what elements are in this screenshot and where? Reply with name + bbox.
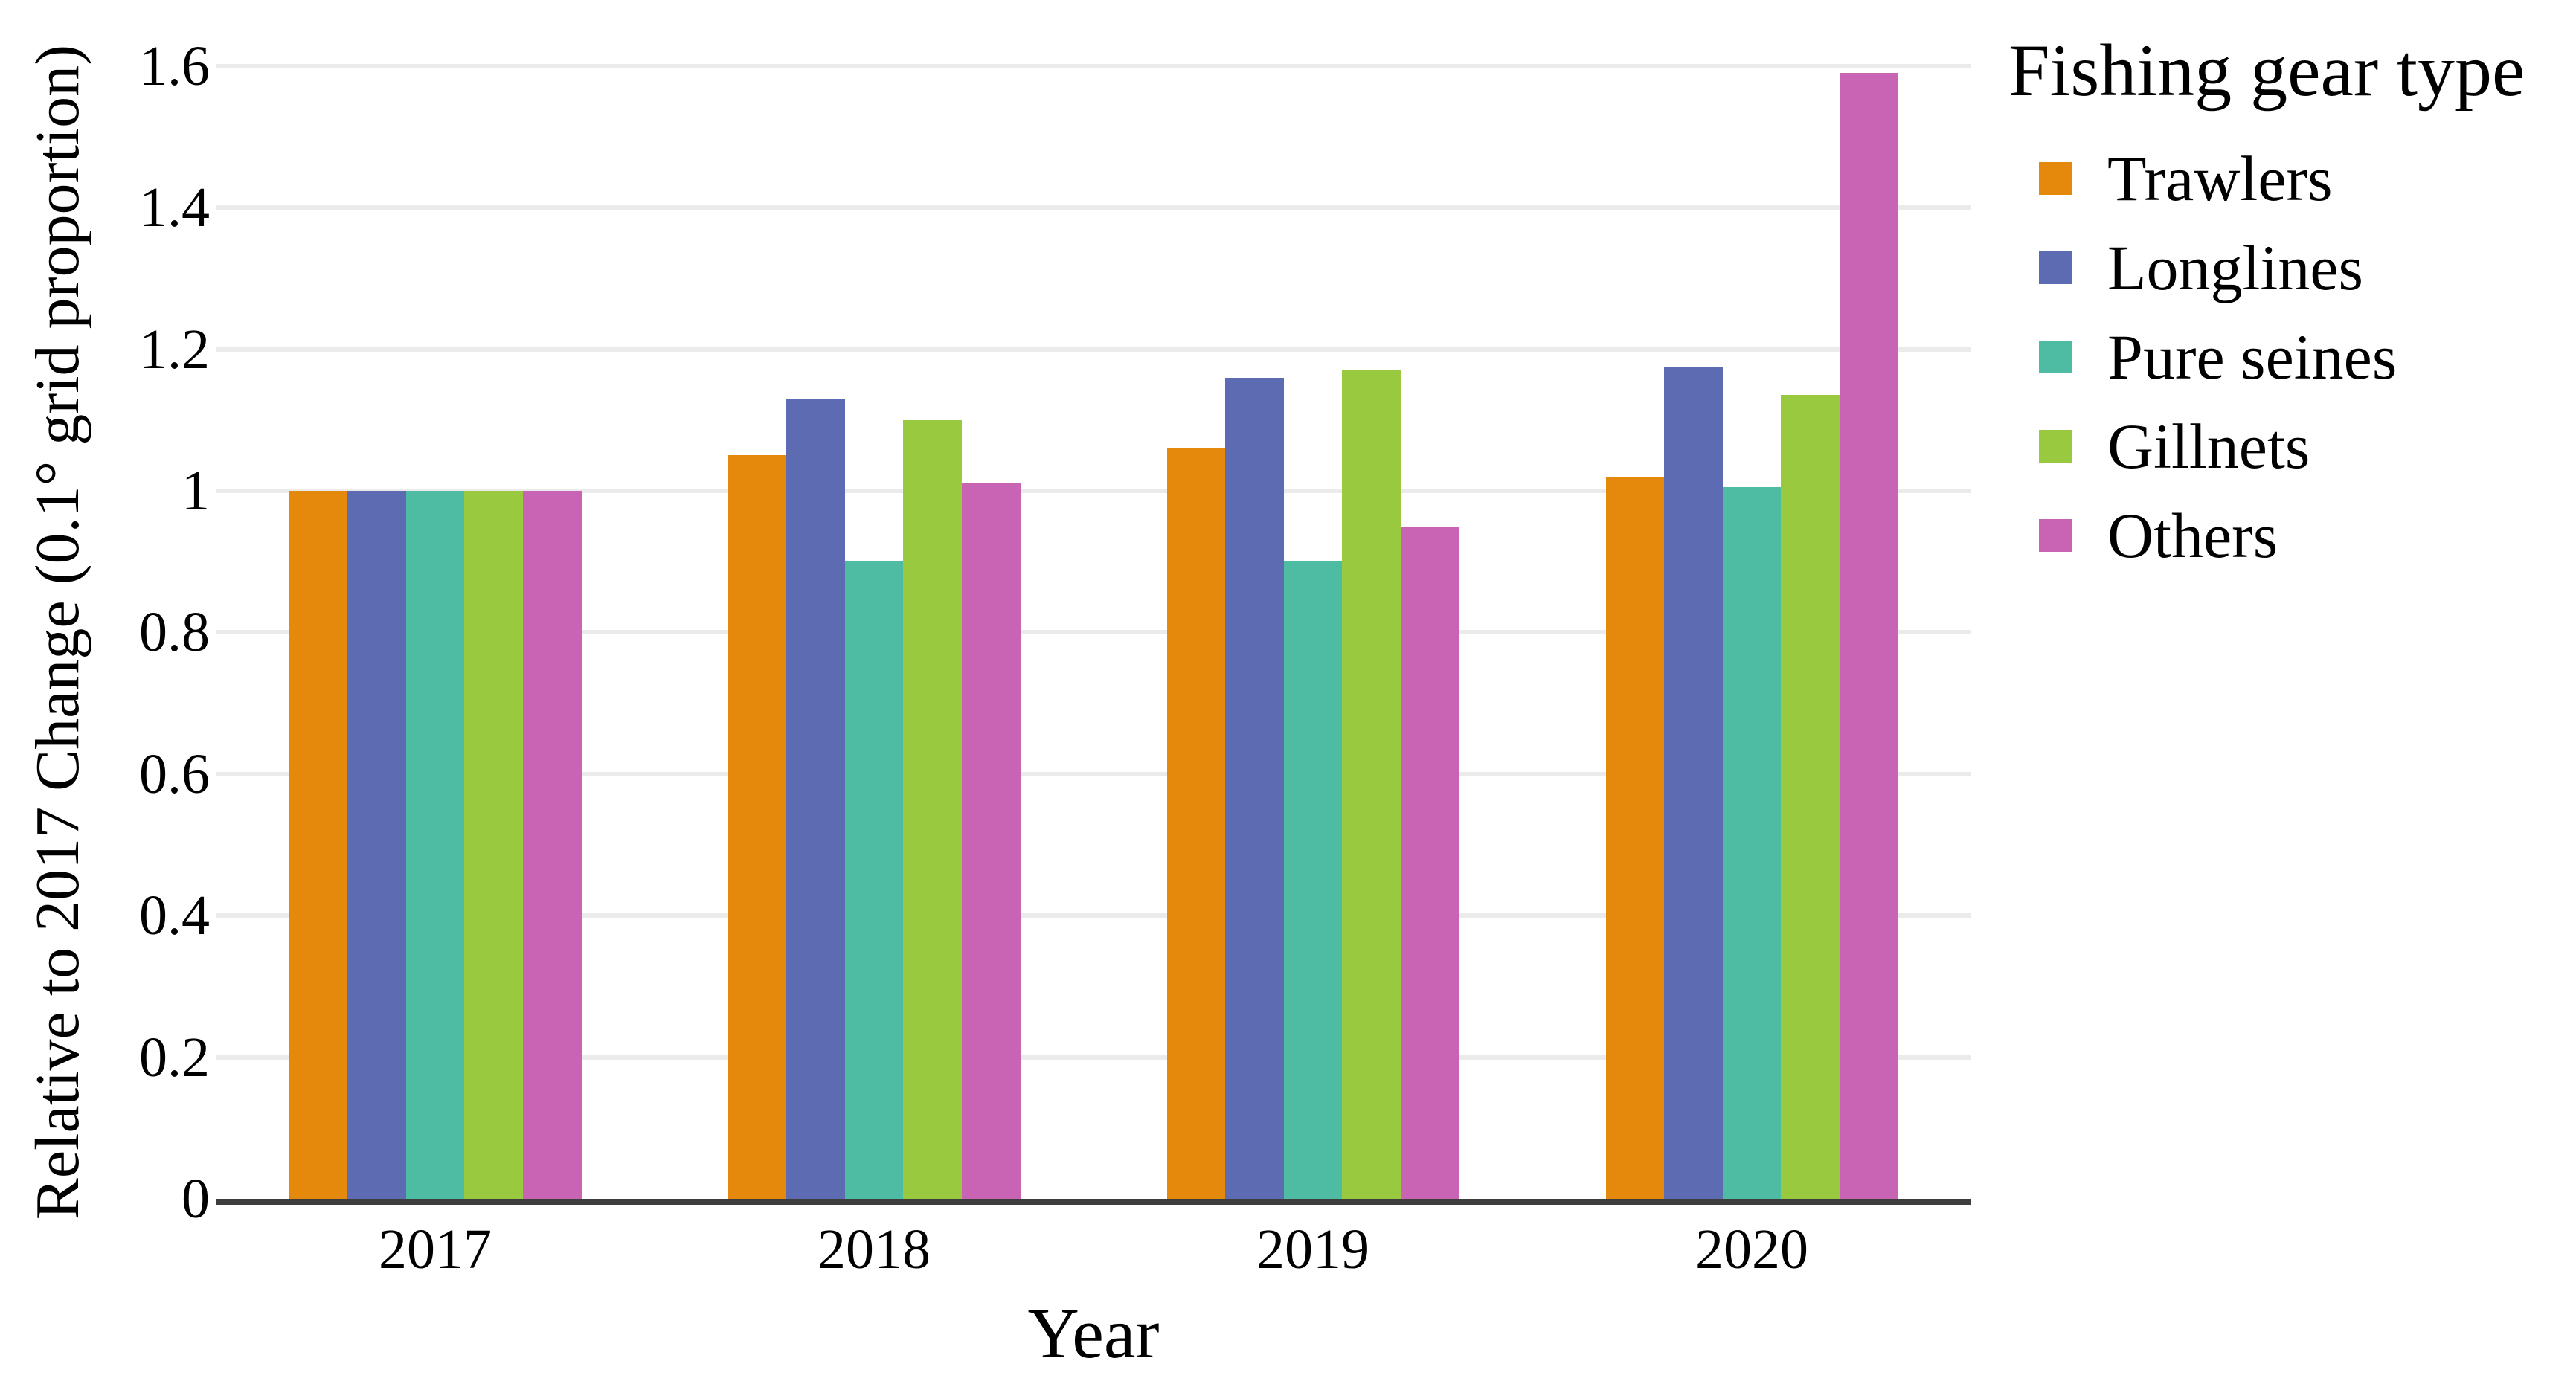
- bar-trawlers-2017: [289, 491, 348, 1199]
- y-gridline: [216, 1055, 1971, 1060]
- bar-pure-seines-2018: [844, 561, 904, 1199]
- y-gridline: [216, 489, 1971, 493]
- legend-swatch-icon: [2039, 341, 2072, 373]
- x-tick-label: 2020: [1695, 1218, 1808, 1281]
- y-tick-label: 1.2: [139, 318, 210, 381]
- bar-trawlers-2019: [1166, 448, 1226, 1199]
- y-tick-label: 0.4: [139, 884, 210, 947]
- bar-pure-seines-2017: [405, 491, 465, 1199]
- y-gridline: [216, 630, 1971, 635]
- bar-trawlers-2020: [1605, 476, 1665, 1199]
- bar-longlines-2020: [1664, 367, 1724, 1199]
- bar-gillnets-2017: [464, 491, 524, 1199]
- legend-item-label: Gillnets: [2107, 411, 2310, 482]
- legend-item-label: Others: [2107, 500, 2278, 571]
- x-axis-line: [216, 1199, 1971, 1205]
- y-tick-label: 1: [182, 460, 210, 522]
- y-tick-label: 1.6: [139, 34, 210, 97]
- legend-item-gillnets: Gillnets: [2039, 402, 2397, 491]
- legend-item-others: Others: [2039, 491, 2397, 580]
- y-gridline: [216, 771, 1971, 776]
- bar-gillnets-2020: [1781, 395, 1840, 1199]
- x-tick-label: 2017: [379, 1218, 492, 1281]
- y-tick-label: 1.4: [139, 176, 210, 239]
- bar-gillnets-2018: [903, 419, 963, 1199]
- y-tick-label: 0.8: [139, 601, 210, 664]
- y-tick-label: 0.2: [139, 1026, 210, 1089]
- y-gridline: [216, 205, 1971, 210]
- legend-swatch-icon: [2039, 519, 2072, 552]
- y-gridline: [216, 913, 1971, 918]
- legend-swatch-icon: [2039, 162, 2072, 195]
- legend-title: Fishing gear type: [2008, 29, 2525, 112]
- y-gridline: [216, 347, 1971, 352]
- legend-swatch-icon: [2039, 251, 2072, 284]
- legend-item-label: Longlines: [2107, 232, 2363, 303]
- bar-longlines-2017: [347, 491, 407, 1199]
- bar-others-2017: [522, 491, 582, 1199]
- bar-longlines-2018: [786, 399, 846, 1199]
- bar-pure-seines-2019: [1283, 561, 1343, 1199]
- bar-others-2019: [1400, 526, 1459, 1199]
- bar-gillnets-2019: [1342, 370, 1401, 1199]
- bar-trawlers-2018: [727, 455, 787, 1199]
- legend-item-label: Pure seines: [2107, 321, 2397, 393]
- y-gridline: [216, 63, 1971, 68]
- bar-pure-seines-2020: [1722, 487, 1782, 1199]
- y-tick-label: 0: [182, 1168, 210, 1230]
- legend-item-label: Trawlers: [2107, 143, 2333, 214]
- bar-others-2020: [1839, 73, 1898, 1199]
- y-tick-label: 0.6: [139, 742, 210, 805]
- x-tick-label: 2019: [1256, 1218, 1369, 1281]
- legend-swatch-icon: [2039, 430, 2072, 463]
- x-tick-label: 2018: [818, 1218, 931, 1281]
- legend-item-longlines: Longlines: [2039, 223, 2397, 312]
- bar-others-2018: [961, 483, 1021, 1199]
- bar-longlines-2019: [1225, 377, 1285, 1199]
- legend: Trawlers Longlines Pure seines Gillnets Othe…: [2039, 134, 2397, 580]
- x-axis-title: Year: [1027, 1293, 1160, 1373]
- legend-item-trawlers: Trawlers: [2039, 134, 2397, 223]
- legend-item-pure-seines: Pure seines: [2039, 312, 2397, 402]
